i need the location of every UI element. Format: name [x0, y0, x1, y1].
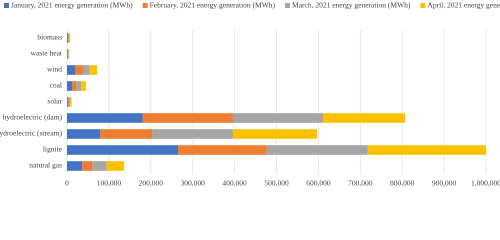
legend-swatch	[420, 3, 426, 8]
x-tick-label: 900,000	[432, 179, 457, 188]
bar-segment	[67, 97, 69, 107]
bar-segment	[67, 49, 68, 59]
legend-swatch	[142, 3, 148, 8]
x-tick-label: 0	[65, 179, 69, 188]
y-tick-label: hydroelectric (dam)	[3, 113, 63, 122]
bar-segment	[178, 145, 267, 155]
bar-segment	[266, 145, 368, 155]
bar-segment	[68, 97, 71, 107]
bar-segment	[67, 49, 69, 59]
bar-segment	[67, 33, 68, 43]
x-tick-label: 300,000	[181, 179, 206, 188]
bar-segment	[68, 49, 70, 59]
bar-segment	[142, 113, 233, 123]
bar-segment	[76, 81, 82, 91]
bar-segment	[89, 65, 98, 75]
bar-segment	[232, 113, 324, 123]
legend-label: January, 2021 energy generation (MWh)	[11, 1, 133, 10]
chart: 0 100,000 200,000 300,000 400,000 500,000 600,…	[0, 1, 500, 188]
bar-segment	[67, 145, 179, 155]
legend-swatch	[285, 3, 291, 8]
y-tick-label: solar	[47, 97, 62, 106]
x-tick-label: 1,000,000	[471, 179, 500, 188]
bar-segment	[152, 129, 233, 139]
x-tick-label: 600,000	[306, 179, 331, 188]
bar-segment	[67, 33, 69, 43]
bar-segment	[70, 97, 72, 107]
legend-label: February, 2021 energy generation (MWh)	[150, 1, 276, 10]
y-tick-label: lignite	[43, 145, 63, 154]
legend-swatch	[4, 3, 9, 8]
x-tick-label: 500,000	[264, 179, 289, 188]
x-tick-label: 700,000	[348, 179, 373, 188]
bar-segment	[67, 113, 143, 123]
bar-segment	[106, 161, 124, 171]
bar-segment	[100, 129, 153, 139]
y-tick-label: wind	[47, 65, 62, 74]
y-tick-label: natural gas	[29, 161, 62, 170]
x-tick-label: 100,000	[97, 179, 122, 188]
y-tick-label: waste heat	[31, 49, 63, 58]
x-tick-label: 800,000	[390, 179, 415, 188]
y-tick-label: hydroelectric (stream)	[0, 129, 62, 138]
x-tick-label: 200,000	[139, 179, 164, 188]
bar-segment	[72, 81, 77, 91]
bar-segment	[67, 97, 68, 107]
bar-segment	[367, 145, 486, 155]
bar-segment	[67, 81, 73, 91]
bar-segment	[75, 65, 83, 75]
bar-segment	[69, 33, 71, 43]
bar-segment	[323, 113, 406, 123]
bar-segment	[92, 161, 107, 171]
bar-segment	[68, 33, 70, 43]
legend-label: March, 2021 energy generation (MWh)	[292, 1, 411, 10]
bar-segment	[232, 129, 318, 139]
legend-label: April, 2021 energy generation (MWh)	[427, 1, 500, 10]
bar-segment	[81, 81, 86, 91]
bar-segment	[67, 161, 83, 171]
bar-segment	[67, 129, 101, 139]
y-tick-label: coal	[50, 81, 63, 90]
bar-segment	[67, 65, 76, 75]
y-tick-label: biomass	[37, 33, 62, 42]
bar-segment	[68, 49, 69, 59]
x-tick-label: 400,000	[222, 179, 247, 188]
bar-segment	[82, 161, 93, 171]
bar-segment	[82, 65, 90, 75]
